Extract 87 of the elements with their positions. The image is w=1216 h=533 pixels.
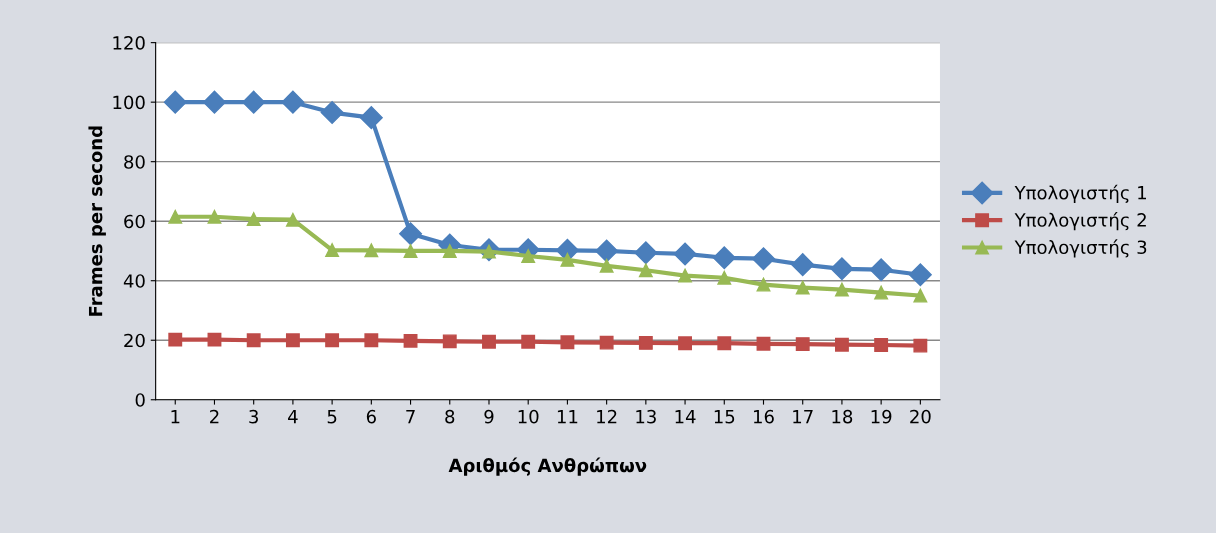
point — [834, 337, 849, 352]
legend-label: Υπολογιστής 3 — [1014, 239, 1147, 258]
legend-label: Υπολογιστής 2 — [1014, 212, 1146, 231]
x-tick-label: 19 — [871, 409, 892, 424]
point — [242, 90, 266, 114]
point — [717, 336, 732, 351]
point — [168, 209, 183, 224]
point — [207, 209, 222, 224]
point — [717, 270, 732, 285]
point — [482, 334, 496, 349]
point — [874, 338, 889, 352]
y-tick-label: 40 — [123, 274, 145, 288]
point — [320, 101, 344, 125]
point — [399, 222, 423, 246]
point — [359, 106, 383, 130]
point — [560, 252, 575, 267]
point — [403, 333, 418, 348]
point — [908, 263, 932, 287]
x-tick-label: 8 — [445, 409, 455, 424]
point — [678, 268, 693, 283]
x-axis-title: Αριθμός Ανθρώπων — [448, 457, 647, 476]
point — [560, 335, 575, 350]
point — [751, 247, 775, 271]
point — [634, 241, 658, 265]
point — [791, 253, 815, 277]
point — [599, 258, 614, 273]
x-tick-label: 13 — [636, 409, 656, 424]
point — [712, 246, 736, 270]
point — [163, 90, 187, 114]
point — [830, 257, 854, 281]
x-tick-label: 6 — [366, 409, 376, 424]
y-tick-label: 0 — [135, 393, 145, 407]
point — [207, 332, 222, 347]
point — [364, 243, 379, 258]
x-tick-label: 11 — [557, 410, 578, 424]
x-tick-label: 17 — [793, 410, 813, 424]
point — [442, 244, 457, 258]
point — [325, 333, 340, 348]
point — [325, 243, 340, 258]
point — [285, 212, 300, 227]
x-tick-label: 1 — [171, 410, 180, 424]
x-tick-label: 5 — [327, 410, 337, 424]
point — [599, 335, 614, 350]
x-tick-label: 4 — [288, 410, 298, 424]
x-tick-label: 3 — [249, 409, 258, 424]
legend-label: Υπολογιστής 1 — [1014, 184, 1146, 204]
y-tick-label: 80 — [124, 155, 145, 169]
point — [678, 336, 693, 351]
point — [756, 277, 771, 292]
x-tick-label: 18 — [832, 409, 853, 424]
point — [403, 244, 418, 258]
point — [595, 239, 619, 263]
x-tick-label: 16 — [753, 409, 774, 424]
y-tick-label: 100 — [113, 95, 145, 110]
point — [834, 282, 849, 297]
point — [638, 335, 653, 350]
point — [168, 332, 183, 347]
point — [442, 334, 457, 349]
point — [285, 333, 300, 348]
y-tick-label: 120 — [113, 36, 145, 50]
point — [673, 242, 697, 266]
point — [281, 90, 305, 114]
x-tick-label: 12 — [597, 409, 617, 424]
point — [795, 337, 810, 352]
point — [913, 288, 928, 303]
x-tick-label: 7 — [406, 410, 415, 424]
x-tick-label: 20 — [910, 409, 931, 424]
x-tick-label: 15 — [714, 410, 735, 424]
y-tick-label: 20 — [124, 333, 145, 348]
point — [521, 249, 536, 263]
point — [638, 263, 653, 278]
y-axis-title: Frames per second — [88, 126, 106, 316]
x-tick-label: 14 — [675, 410, 696, 424]
point — [869, 258, 893, 282]
x-tick-label: 9 — [484, 409, 494, 424]
point — [246, 212, 261, 227]
point — [795, 280, 810, 295]
point — [874, 285, 889, 300]
x-tick-label: 2 — [210, 409, 219, 424]
point — [364, 333, 379, 348]
point — [521, 334, 536, 349]
y-tick-label: 60 — [124, 214, 145, 229]
point — [756, 336, 771, 351]
point — [913, 338, 928, 353]
point — [202, 90, 226, 114]
point — [246, 333, 261, 348]
x-tick-label: 10 — [518, 409, 539, 424]
